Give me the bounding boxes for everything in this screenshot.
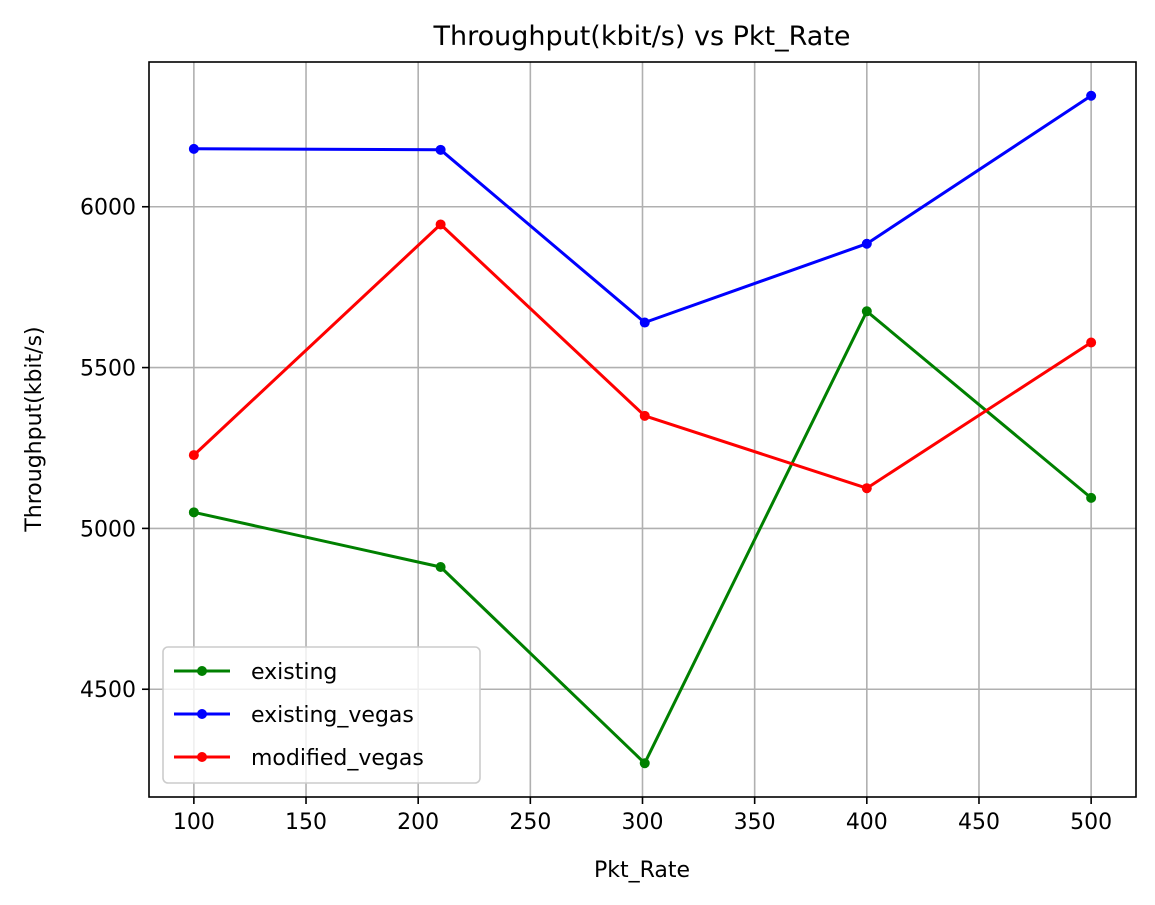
series-modified-vegas (188, 219, 1097, 494)
data-point (1086, 492, 1097, 503)
data-point (861, 483, 872, 494)
y-tick-label: 5500 (80, 357, 136, 382)
data-point (435, 144, 446, 155)
x-tick-label: 350 (734, 810, 776, 835)
x-axis-label: Pkt_Rate (594, 858, 690, 883)
y-tick-label: 4500 (80, 678, 136, 703)
data-point (861, 306, 872, 317)
data-point (639, 758, 650, 769)
data-point (188, 143, 199, 154)
data-point (639, 410, 650, 421)
legend-label: existing (251, 660, 337, 685)
series-existing-vegas (188, 90, 1097, 328)
legend: existing existing_vegas modified_vegas (162, 646, 481, 784)
legend-item: existing_vegas (174, 703, 414, 728)
data-point (861, 238, 872, 249)
data-point (639, 317, 650, 328)
legend-box (162, 646, 481, 784)
legend-marker (197, 752, 207, 762)
y-tick-label: 5000 (80, 517, 136, 542)
legend-item: modified_vegas (174, 746, 424, 771)
data-point (188, 450, 199, 461)
x-tick-label: 500 (1070, 810, 1112, 835)
legend-label: modified_vegas (251, 746, 424, 771)
x-tick-label: 400 (846, 810, 888, 835)
plot-frame (148, 61, 1137, 798)
grid (149, 62, 1136, 797)
axes: 100 150 200 250 300 350 400 450 500 4500 5000 5500 6… (80, 196, 1112, 835)
data-point (1086, 90, 1097, 101)
x-tick-label: 250 (509, 810, 551, 835)
x-tick-label: 200 (397, 810, 439, 835)
y-tick-label: 6000 (80, 196, 136, 221)
data-point (188, 507, 199, 518)
x-tick-label: 450 (958, 810, 1000, 835)
legend-label: existing_vegas (251, 703, 414, 728)
x-tick-label: 300 (622, 810, 664, 835)
legend-marker (197, 709, 207, 719)
series-lines (188, 90, 1097, 769)
y-axis-label: Throughput(kbit/s) (22, 326, 47, 532)
data-point (435, 219, 446, 230)
legend-item: existing (174, 660, 337, 685)
chart-title: Throughput(kbit/s) vs Pkt_Rate (432, 21, 850, 52)
x-tick-label: 100 (173, 810, 215, 835)
x-tick-label: 150 (285, 810, 327, 835)
series-existing (188, 306, 1097, 769)
data-point (1086, 337, 1097, 348)
legend-marker (197, 666, 207, 676)
data-point (435, 562, 446, 573)
